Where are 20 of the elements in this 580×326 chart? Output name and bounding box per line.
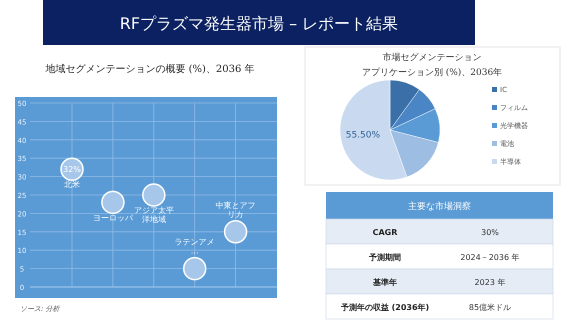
text: 予測期間 [368, 253, 401, 262]
text: 30% [481, 228, 500, 237]
text: 85億米ドル [468, 303, 512, 312]
series-label: アジア太平洋地域 [134, 206, 174, 224]
chart-subtitle: アプリケーション別 (%)、2036年 [362, 67, 502, 78]
text: CAGR [372, 228, 398, 237]
series-label: 北米 [64, 180, 80, 190]
series-label: ラテンアメ… [174, 238, 215, 256]
series-label: 中東とアフリカ [216, 200, 256, 219]
text: 予測年の収益 (2036年) [340, 303, 430, 312]
text: 2023 年 [474, 278, 506, 287]
series-label: ヨーロッパ [92, 213, 134, 222]
data-label: 55.50% [346, 130, 381, 141]
chart-title: RFプラズマ発生器市場 – レポート結果 [120, 14, 398, 33]
text: 主要な市場洞察 [408, 201, 471, 212]
chart-subtitle: 地域セグメンテーションの概要 (%)、2036 年 [44, 63, 255, 75]
text: 2024－2036 年 [460, 253, 520, 262]
text: 基準年 [372, 278, 397, 287]
data-label: 32% [63, 165, 82, 174]
chart-title: 市場セグメンテーション [382, 52, 482, 63]
